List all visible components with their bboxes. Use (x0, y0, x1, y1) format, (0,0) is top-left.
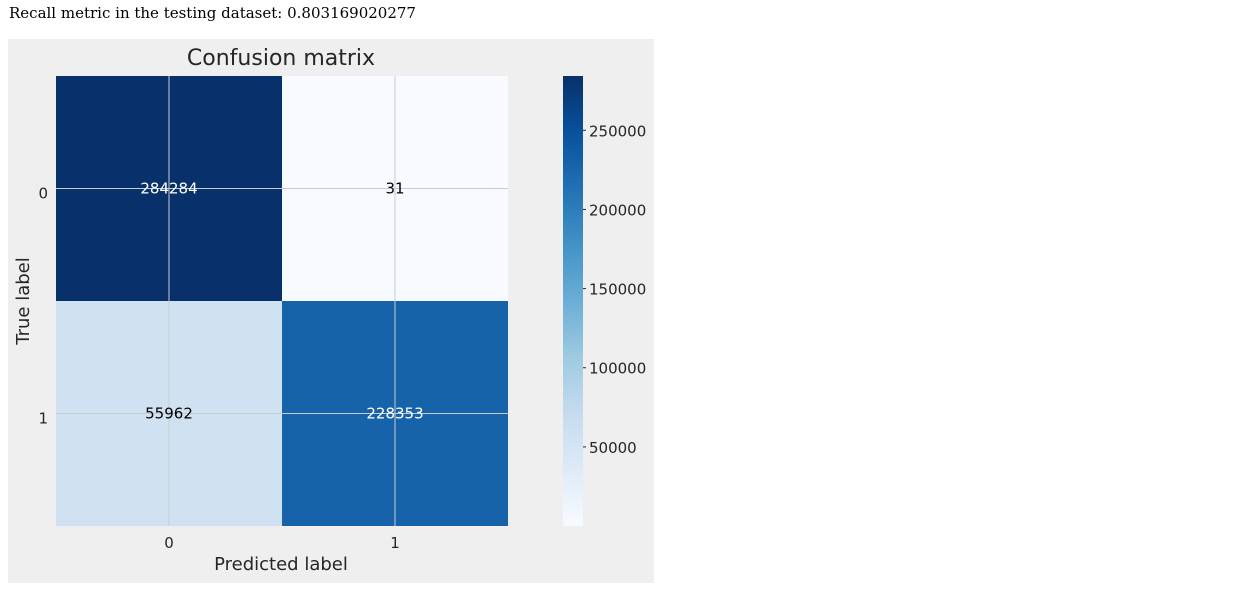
x-tick-label-1: 1 (390, 534, 400, 552)
colorbar-ticks: 250000 200000 150000 100000 50000 (583, 122, 646, 457)
chart-title: Confusion matrix (187, 46, 375, 71)
colorbar-tick-label-1: 200000 (589, 201, 646, 219)
heatmap-cells (56, 76, 508, 526)
colorbar-tick-label-2: 150000 (589, 281, 646, 299)
colorbar (563, 76, 583, 526)
cell-label-1-0: 55962 (145, 405, 193, 423)
y-tick-label-1: 1 (38, 410, 48, 428)
output-value: 0.803169020277 (287, 4, 416, 22)
cell-label-0-1: 31 (385, 180, 404, 198)
y-axis-ticks: 01 (38, 185, 48, 428)
output-line: Recall metric in the testing dataset: 0.… (9, 4, 416, 22)
colorbar-tick-label-0: 250000 (589, 122, 646, 140)
y-axis-label: True label (13, 257, 34, 346)
x-tick-label-0: 0 (164, 534, 174, 552)
y-tick-label-0: 0 (38, 185, 48, 203)
colorbar-tick-label-3: 100000 (589, 360, 646, 378)
x-axis-label: Predicted label (214, 554, 348, 575)
cell-labels: 284284 31 55962 228353 (140, 180, 423, 423)
cell-label-1-1: 228353 (366, 405, 423, 423)
gridlines (56, 76, 508, 526)
output-label: Recall metric in the testing dataset: (9, 4, 283, 22)
colorbar-tick-label-4: 50000 (589, 439, 637, 457)
cell-label-0-0: 284284 (140, 180, 197, 198)
